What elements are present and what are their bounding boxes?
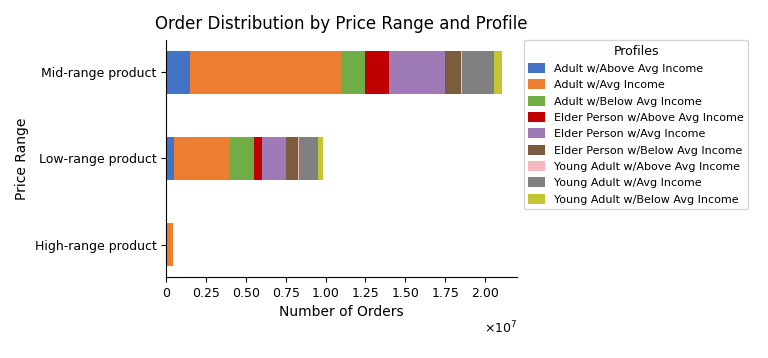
Y-axis label: Price Range: Price Range <box>15 117 29 200</box>
Bar <box>166 223 167 266</box>
Bar <box>286 137 299 180</box>
Bar <box>230 137 254 180</box>
Legend: Adult w/Above Avg Income, Adult w/Avg Income, Adult w/Below Avg Income, Elder Pe: Adult w/Above Avg Income, Adult w/Avg In… <box>524 40 748 209</box>
Bar <box>166 51 190 94</box>
Text: $\times\mathregular{10^{7}}$: $\times\mathregular{10^{7}}$ <box>484 319 517 336</box>
Bar <box>190 51 342 94</box>
Bar <box>299 137 300 180</box>
Bar <box>300 137 319 180</box>
Bar <box>389 51 445 94</box>
Bar <box>174 137 230 180</box>
X-axis label: Number of Orders: Number of Orders <box>280 305 404 319</box>
Bar <box>366 51 389 94</box>
Bar <box>167 223 173 266</box>
Bar <box>254 137 262 180</box>
Title: Order Distribution by Price Range and Profile: Order Distribution by Price Range and Pr… <box>155 15 528 33</box>
Bar <box>342 51 366 94</box>
Bar <box>262 137 286 180</box>
Bar <box>461 51 462 94</box>
Bar <box>445 51 461 94</box>
Bar <box>319 137 323 180</box>
Bar <box>494 51 502 94</box>
Bar <box>166 137 174 180</box>
Bar <box>462 51 494 94</box>
